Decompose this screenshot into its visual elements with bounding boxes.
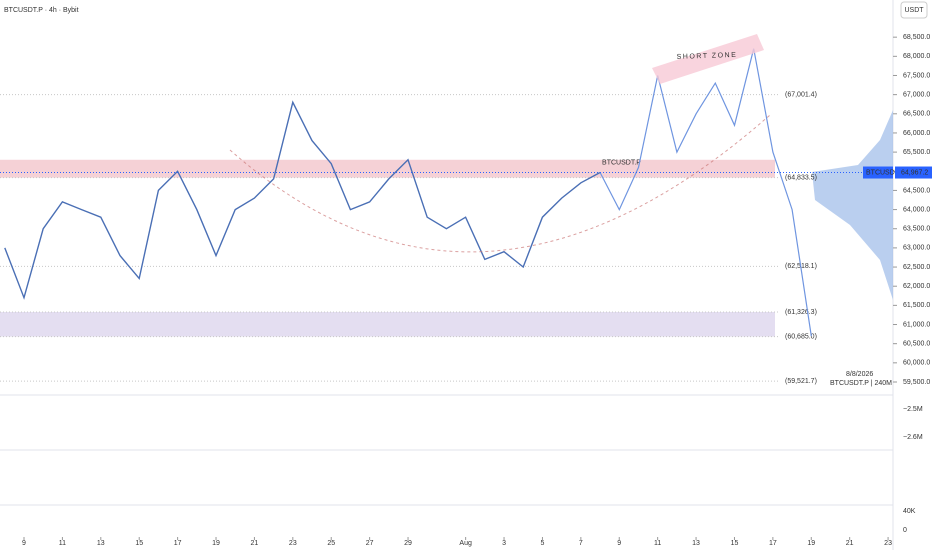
price-tag-bg bbox=[863, 166, 893, 179]
x-tick-label: 23 bbox=[289, 540, 297, 547]
x-tick-label: 11 bbox=[654, 540, 661, 547]
price-tag bbox=[895, 166, 932, 179]
x-tick-label: 19 bbox=[212, 540, 220, 547]
x-tick-label: 13 bbox=[97, 540, 105, 547]
price-line bbox=[599, 48, 812, 337]
level-label: (60,685.0) bbox=[785, 333, 817, 340]
x-tick-label: 15 bbox=[731, 540, 739, 547]
symbol-title: BTCUSDT.P · 4h · Bybit bbox=[4, 7, 79, 14]
zone bbox=[0, 312, 775, 337]
pane-label: −2.6M bbox=[903, 434, 923, 441]
x-tick-label: 23 bbox=[884, 540, 892, 547]
zone bbox=[0, 159, 775, 178]
interval-label: BTCUSDT.P | 240M bbox=[830, 380, 892, 387]
pane-label: 0 bbox=[903, 527, 907, 534]
volume-profile bbox=[812, 110, 893, 300]
x-tick-label: 9 bbox=[22, 540, 26, 547]
level-label: (59,521.7) bbox=[785, 378, 817, 385]
currency[interactable]: USDT bbox=[904, 7, 924, 14]
y-tick-label: 67,500.0 bbox=[903, 72, 930, 79]
series-name: BTCUSDT.P bbox=[602, 159, 641, 166]
y-tick-label: 60,500.0 bbox=[903, 341, 930, 348]
short-zone-label: SHORT ZONE bbox=[677, 52, 738, 61]
x-tick-label: 19 bbox=[807, 540, 815, 547]
currency-button[interactable] bbox=[900, 1, 928, 19]
pane-label: 40K bbox=[903, 508, 916, 515]
y-tick-label: 62,000.0 bbox=[903, 283, 930, 290]
y-tick-label: 60,000.0 bbox=[903, 360, 930, 367]
y-tick-label: 67,000.0 bbox=[903, 91, 930, 98]
y-tick-label: 61,000.0 bbox=[903, 321, 930, 328]
level-label: (64,833.5) bbox=[785, 174, 817, 181]
price-tag-name: BTCUSDT.P bbox=[866, 169, 905, 176]
x-tick-label: 15 bbox=[135, 540, 143, 547]
x-tick-label: 17 bbox=[769, 540, 777, 547]
x-tick-label: 5 bbox=[540, 540, 544, 547]
price-tag-value: 64,967.2 bbox=[901, 169, 928, 176]
x-tick-label: 11 bbox=[59, 540, 66, 547]
date-label: 8/8/2026 bbox=[846, 371, 873, 378]
y-tick-label: 59,500.0 bbox=[903, 379, 930, 386]
x-tick-label: Aug bbox=[459, 540, 472, 547]
x-tick-label: 9 bbox=[617, 540, 621, 547]
y-tick-label: 64,500.0 bbox=[903, 187, 930, 194]
x-tick-label: 7 bbox=[579, 540, 583, 547]
y-tick-label: 66,000.0 bbox=[903, 130, 930, 137]
x-tick-label: 27 bbox=[366, 540, 374, 547]
short-zone bbox=[652, 34, 764, 84]
y-tick-label: 66,500.0 bbox=[903, 111, 930, 118]
x-tick-label: 17 bbox=[174, 540, 182, 547]
x-tick-label: 13 bbox=[692, 540, 700, 547]
y-tick-label: 63,000.0 bbox=[903, 245, 930, 252]
y-tick-label: 68,000.0 bbox=[903, 53, 930, 60]
y-tick-label: 65,500.0 bbox=[903, 149, 930, 156]
x-tick-label: 3 bbox=[502, 540, 506, 547]
price-line bbox=[4, 100, 601, 300]
y-tick-label: 61,500.0 bbox=[903, 302, 930, 309]
x-tick-label: 21 bbox=[251, 540, 259, 547]
level-label: (67,001.4) bbox=[785, 91, 817, 98]
x-tick-label: 29 bbox=[404, 540, 412, 547]
pane-label: −2.5M bbox=[903, 406, 923, 413]
level-label: (61,326.3) bbox=[785, 309, 817, 316]
y-tick-label: 62,500.0 bbox=[903, 264, 930, 271]
x-tick-label: 21 bbox=[846, 540, 854, 547]
y-tick-label: 64,000.0 bbox=[903, 206, 930, 213]
y-tick-label: 63,500.0 bbox=[903, 226, 930, 233]
y-tick-label: 68,500.0 bbox=[903, 34, 930, 41]
x-tick-label: 25 bbox=[327, 540, 335, 547]
